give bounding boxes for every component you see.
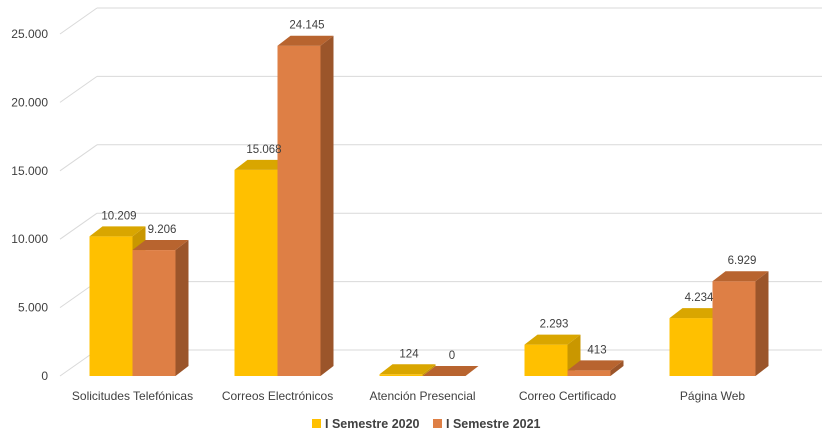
data-label: 413: [587, 344, 606, 356]
data-label: 9.206: [148, 224, 177, 236]
bar-top: [567, 360, 624, 371]
x-category-label: Solicitudes Telefónicas: [72, 389, 193, 403]
data-labels: 10.209 9.206 15.068 24.145 124 0 2.293 413 4.234…: [101, 20, 756, 362]
data-label: 4.234: [685, 292, 714, 304]
bar: [669, 318, 713, 376]
bar-side: [422, 364, 436, 376]
bar-side: [175, 240, 189, 376]
gridline-depth: [59, 75, 98, 103]
legend: I Semestre 2020 I Semestre 2021: [312, 417, 541, 431]
bar: [712, 281, 756, 376]
y-tick-label: 25.000: [11, 27, 48, 41]
x-axis-categories: Solicitudes Telefónicas Correos Electróni…: [72, 389, 745, 403]
data-label: 0: [449, 350, 455, 362]
data-label: 10.209: [101, 210, 136, 222]
bar-top: [712, 271, 769, 282]
x-category-label: Atención Presencial: [369, 389, 475, 403]
bar-top: [277, 35, 334, 46]
bar-top: [669, 308, 726, 319]
bar: [277, 45, 321, 376]
data-label: 6.929: [728, 255, 757, 267]
bar-top: [89, 226, 146, 237]
x-category-label: Página Web: [680, 389, 745, 403]
y-axis-ticks: 0 5.000 10.000 15.000 20.000 25.000: [11, 27, 48, 383]
x-category-label: Correo Certificado: [519, 389, 617, 403]
bar: [567, 370, 611, 376]
bars: [89, 35, 769, 377]
bar: [132, 250, 176, 376]
gridline-depth: [59, 212, 98, 240]
bar-top: [234, 159, 291, 170]
legend-label: I Semestre 2020: [325, 417, 420, 431]
bar: [524, 344, 568, 376]
data-label: 15.068: [246, 144, 281, 156]
bar-top: [132, 240, 189, 251]
y-tick-label: 20.000: [11, 95, 48, 109]
bar-top: [524, 334, 581, 345]
bar: [89, 236, 133, 376]
y-tick-label: 10.000: [11, 232, 48, 246]
legend-label: I Semestre 2021: [446, 417, 541, 431]
bar-side: [610, 360, 624, 376]
data-label: 124: [399, 348, 419, 360]
gridline-depth: [59, 144, 98, 172]
gridline-depth: [59, 7, 98, 35]
bar: [379, 374, 423, 376]
bar-top: [422, 366, 479, 376]
legend-swatch: [433, 419, 442, 428]
legend-swatch: [312, 419, 321, 428]
gridlines: [59, 7, 822, 377]
bar: [234, 169, 278, 376]
y-tick-label: 15.000: [11, 164, 48, 178]
y-tick-label: 5.000: [18, 301, 48, 315]
bar-side: [320, 35, 334, 376]
y-tick-label: 0: [41, 369, 48, 383]
bar-top: [379, 364, 436, 375]
data-label: 2.293: [540, 319, 569, 331]
x-category-label: Correos Electrónicos: [222, 389, 333, 403]
data-label: 24.145: [289, 20, 324, 32]
bar-side: [755, 271, 769, 376]
